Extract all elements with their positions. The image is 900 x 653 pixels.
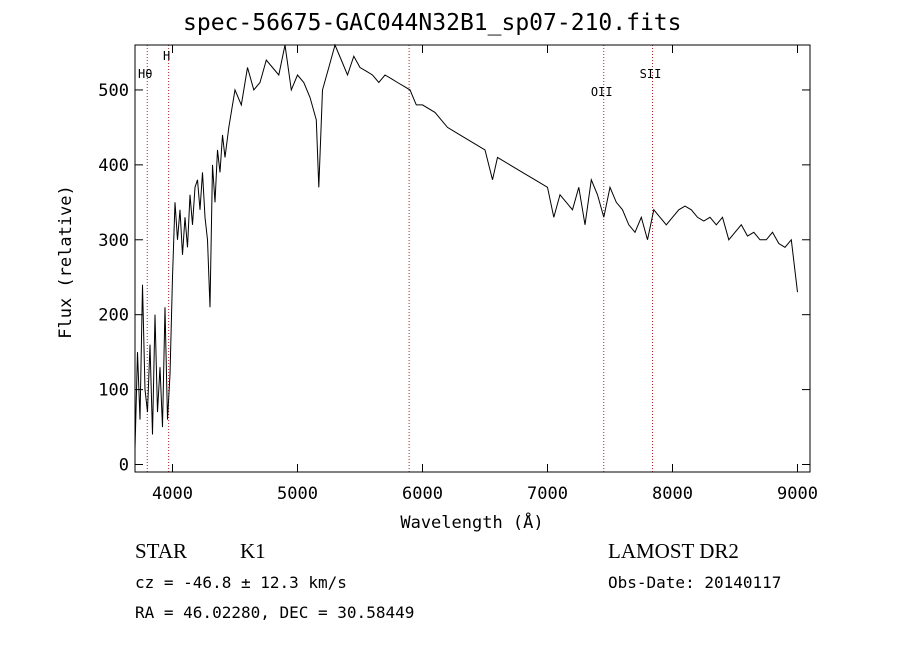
x-tick-label: 5000 [277, 484, 318, 504]
object-subclass: K1 [240, 539, 266, 563]
y-tick-label: 200 [98, 306, 129, 326]
redshift-readout: cz = -46.8 ± 12.3 km/s [135, 573, 347, 592]
spectral-line-label: H [163, 49, 170, 63]
x-tick-label: 4000 [152, 484, 193, 504]
survey-name: LAMOST DR2 [608, 539, 739, 563]
spectral-line-label: Hθ [138, 67, 152, 81]
series-flux-line [134, 43, 798, 450]
line-markers: Hθ H OII SII [138, 45, 661, 472]
spectral-line-label: OII [591, 85, 613, 99]
y-tick-label: 400 [98, 156, 129, 176]
y-tick-label: 100 [98, 381, 129, 401]
plot-frame [134, 44, 811, 473]
x-tick-label: 9000 [777, 484, 818, 504]
object-class: STAR [135, 539, 187, 563]
spectral-line-label: SII [640, 67, 662, 81]
x-tick-label: 6000 [402, 484, 443, 504]
chart-title: spec-56675-GAC044N32B1_sp07-210.fits [183, 10, 682, 36]
y-axis-label: Flux (relative) [56, 185, 76, 339]
obs-date: Obs-Date: 20140117 [608, 573, 782, 592]
x-tick-label: 8000 [652, 484, 693, 504]
y-tick-label: 300 [98, 231, 129, 251]
coordinates-readout: RA = 46.02280, DEC = 30.58449 [135, 603, 415, 622]
x-axis-label: Wavelength (Å) [400, 511, 543, 533]
x-tick-label: 7000 [527, 484, 568, 504]
y-tick-label: 0 [119, 456, 129, 476]
axis-ticks: 4000 5000 6000 7000 8000 9000 0 100 200 300 400 500 [98, 45, 818, 504]
y-tick-label: 500 [98, 81, 129, 101]
